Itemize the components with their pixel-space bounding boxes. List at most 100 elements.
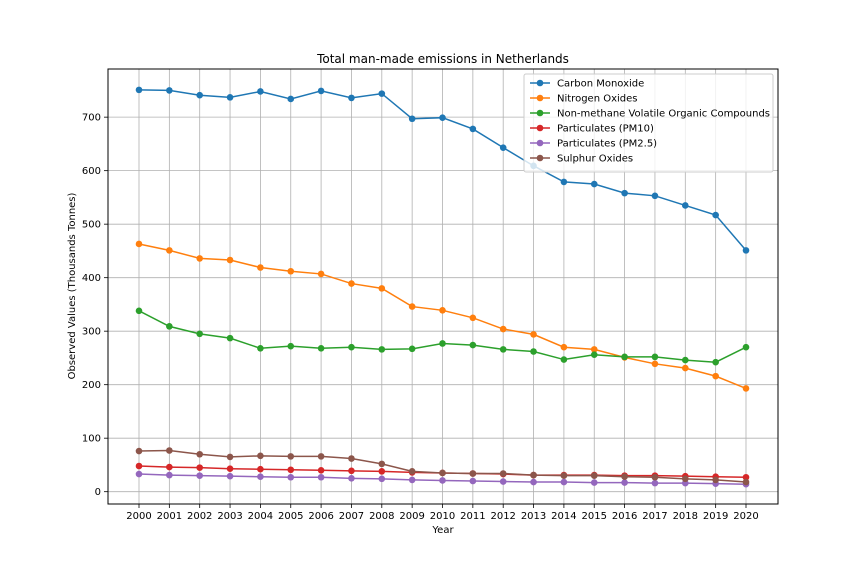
x-tick-label: 2017 xyxy=(642,511,667,522)
y-tick-label: 300 xyxy=(82,327,101,338)
data-point xyxy=(166,323,173,330)
data-point xyxy=(742,478,750,486)
x-tick-label: 2011 xyxy=(460,511,485,522)
data-point xyxy=(135,86,143,94)
data-point xyxy=(287,453,295,460)
y-tick-label: 200 xyxy=(82,380,101,391)
data-point xyxy=(348,475,355,482)
data-point xyxy=(499,346,507,353)
data-point xyxy=(742,473,750,481)
series-layer xyxy=(135,86,750,488)
data-point xyxy=(651,473,659,481)
data-point xyxy=(651,192,659,200)
legend-entry: Carbon Monoxide xyxy=(530,79,644,90)
y-axis-title: Observed Values (Thousands Tonnes) xyxy=(67,192,78,379)
data-point xyxy=(257,344,264,352)
data-point xyxy=(439,340,446,347)
data-point xyxy=(742,247,750,254)
data-point xyxy=(166,463,173,471)
series-5 xyxy=(135,447,750,486)
legend-marker xyxy=(536,94,544,102)
data-point xyxy=(408,115,416,123)
x-tick-label: 2005 xyxy=(278,511,303,522)
data-point xyxy=(560,356,568,363)
data-point xyxy=(287,342,295,350)
data-point xyxy=(226,256,234,264)
data-point xyxy=(590,351,598,359)
x-tick-label: 2016 xyxy=(612,511,637,522)
data-point xyxy=(317,466,325,474)
data-point xyxy=(348,94,355,102)
data-point xyxy=(166,471,173,479)
data-point xyxy=(348,455,355,462)
data-point xyxy=(530,331,537,338)
legend-label: Sulphur Oxides xyxy=(557,154,633,165)
series-2 xyxy=(135,307,750,366)
legend-label: Particulates (PM10) xyxy=(557,124,654,135)
x-axis-title: Year xyxy=(431,525,454,536)
data-point xyxy=(742,385,750,392)
data-point xyxy=(135,240,143,248)
y-tick-label: 500 xyxy=(82,220,101,231)
plot-frame xyxy=(107,68,779,505)
data-point xyxy=(408,303,416,310)
data-point xyxy=(469,470,477,477)
data-point xyxy=(378,285,386,292)
data-point xyxy=(499,325,507,333)
data-point xyxy=(439,307,446,314)
legend: Carbon Monoxide Nitrogen Oxides Non-methan… xyxy=(523,73,774,173)
y-tick-label: 600 xyxy=(82,166,101,177)
x-tick-label: 2007 xyxy=(339,511,364,522)
data-point xyxy=(621,353,628,361)
x-tick-label: 2020 xyxy=(733,511,758,522)
x-tick-label: 2000 xyxy=(126,511,151,522)
data-point xyxy=(682,364,689,372)
data-point xyxy=(469,341,477,349)
data-point xyxy=(226,94,234,101)
x-axis: 2000 2001 2002 2003 2004 2005 2006 2007 2008 2009… xyxy=(126,504,759,522)
data-point xyxy=(682,356,689,364)
data-point xyxy=(439,477,446,484)
y-axis: 0 100 200 300 400 500 600 700 xyxy=(82,113,108,498)
data-point xyxy=(257,452,264,460)
data-point xyxy=(621,189,628,197)
data-point xyxy=(226,334,234,342)
legend-marker xyxy=(536,124,544,132)
x-tick-label: 2018 xyxy=(673,511,698,522)
data-point xyxy=(651,479,659,487)
legend-entry: Nitrogen Oxides xyxy=(530,94,637,105)
data-point xyxy=(135,470,143,478)
data-point xyxy=(257,88,264,95)
data-point xyxy=(226,472,234,480)
data-point xyxy=(651,353,659,361)
data-point xyxy=(166,247,173,254)
x-tick-label: 2002 xyxy=(187,511,212,522)
data-point xyxy=(499,144,507,151)
data-point xyxy=(226,465,234,472)
data-point xyxy=(530,471,537,479)
series-0 xyxy=(135,86,750,254)
data-point xyxy=(439,114,446,121)
data-point xyxy=(378,346,386,353)
data-point xyxy=(317,344,325,352)
x-tick-label: 2015 xyxy=(582,511,607,522)
data-point xyxy=(257,465,264,473)
data-point xyxy=(196,255,203,262)
x-tick-label: 2014 xyxy=(551,511,576,522)
data-point xyxy=(287,466,295,474)
data-point xyxy=(621,473,628,481)
x-tick-label: 2006 xyxy=(308,511,333,522)
data-point xyxy=(590,346,598,353)
data-point xyxy=(560,478,568,486)
legend-marker xyxy=(536,79,544,87)
data-point xyxy=(287,267,295,275)
data-point xyxy=(196,464,203,471)
data-point xyxy=(166,87,173,94)
x-tick-label: 2019 xyxy=(703,511,728,522)
data-point xyxy=(499,470,507,477)
series-1 xyxy=(135,240,750,392)
data-point xyxy=(712,372,719,380)
y-tick-label: 0 xyxy=(95,487,101,498)
data-point xyxy=(712,211,719,219)
data-point xyxy=(317,87,325,95)
